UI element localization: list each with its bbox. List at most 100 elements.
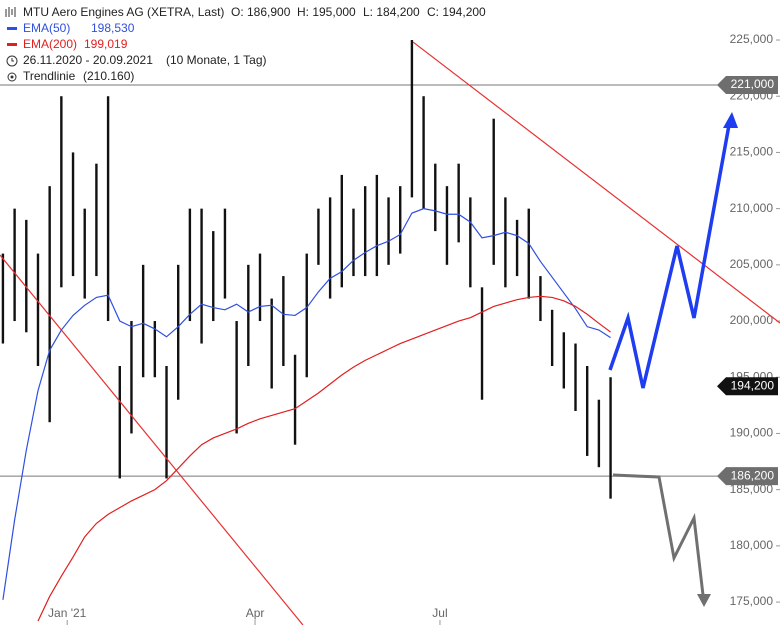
trend-icon-dot [10,75,14,79]
price-bar [177,264,180,400]
ohlc-label: L: 184,200 [363,5,420,19]
price-bar [387,197,390,265]
price-bar [597,399,601,468]
price-bar [270,298,273,389]
price-bar [317,208,320,265]
price-bar [25,219,28,333]
legend: MTU Aero Engines AG (XETRA, Last) O: 186… [5,5,486,83]
price-bar [445,186,449,265]
price-bar [562,332,566,389]
y-tick-label: 225,000 [730,32,774,46]
y-tick-label: 210,000 [730,201,774,215]
last-price-label: 194,200 [731,378,775,392]
y-tick-label: 190,000 [730,426,774,440]
price-bar [13,208,16,322]
y-tick-label: 200,000 [730,313,774,327]
price-bar [141,264,145,378]
y-tick-label: 215,000 [730,145,774,159]
x-tick-label: Jul [432,606,447,620]
price-bar [609,377,612,499]
clock-hands [11,58,14,62]
price-bar [539,276,542,322]
y-tick-label: 185,000 [730,482,774,496]
price-bar [1,253,5,344]
last-price-box [717,377,778,396]
arrow-head-up [723,112,738,128]
price-bar [399,186,402,254]
price-bar [200,208,203,344]
price-bar [36,253,40,367]
arrow-head-down [697,594,711,607]
price-bar [504,197,507,288]
price-bar [574,343,577,411]
price-bar [480,287,484,400]
price-bar [340,174,343,288]
price-bar [305,253,308,378]
period: 26.11.2020 - 20.09.2021 [23,53,153,67]
price-bar [247,264,250,367]
projection-up [608,124,731,389]
price-bar [492,118,495,265]
price-bar [130,321,133,434]
price-bar [515,219,519,277]
x-tick-label: Apr [246,606,265,620]
price-bar [469,197,472,288]
price-bar [375,174,379,277]
price-bar [550,309,554,367]
price-box-label: 221,000 [731,77,775,91]
x-tick-label: Jan '21 [48,606,87,620]
legend-title: MTU Aero Engines AG (XETRA, Last) [23,5,224,19]
price-bar [106,96,110,322]
price-bar [422,96,425,209]
period-note: (10 Monate, 1 Tag) [166,53,267,67]
price-bar [282,276,285,367]
price-bar [48,186,51,423]
y-tick-label: 205,000 [730,257,774,271]
legend-entry: EMA(50) [23,21,70,35]
y-tick-label: 175,000 [730,594,774,608]
ohlc-label: H: 195,000 [297,5,356,19]
legend-entry: EMA(200) [23,37,77,51]
price-bar [328,197,332,299]
price-bar [585,366,589,456]
price-bar [352,208,355,277]
ema-line [37,295,611,622]
legend-icon [5,7,16,17]
price-bar [60,96,63,288]
projection-down [612,473,705,596]
price-bar [153,321,157,378]
price-bar [527,208,530,299]
price-bar [188,208,192,322]
price-bar [235,321,238,434]
price-bar [165,366,168,479]
price-bar [71,152,75,277]
price-bar [95,163,98,277]
price-bar [212,231,215,322]
ohlc-label: O: 186,900 [231,5,291,19]
trendline [412,41,780,324]
clock-icon [6,55,18,67]
ema-line [2,208,611,600]
ohlc-label: C: 194,200 [427,5,486,19]
price-bar [223,208,227,299]
trend-label: Trendlinie [23,69,76,83]
legend-value: 198,530 [91,21,135,35]
trend-value: (210.160) [83,69,134,83]
price-bar [83,208,86,299]
trend-icon [7,72,17,82]
trendline [0,254,304,625]
legend-swatch [7,27,17,30]
price-box [717,75,778,94]
price-bar [363,186,367,277]
price-bar [293,354,297,445]
legend-swatch [7,43,17,46]
y-tick-label: 180,000 [730,538,774,552]
price-box [717,467,778,486]
price-bar [258,253,262,322]
price-bar [410,40,414,198]
price-bar [118,366,121,479]
price-bar [434,163,437,232]
price-bar [457,163,460,243]
legend-value: 199,019 [84,37,128,51]
